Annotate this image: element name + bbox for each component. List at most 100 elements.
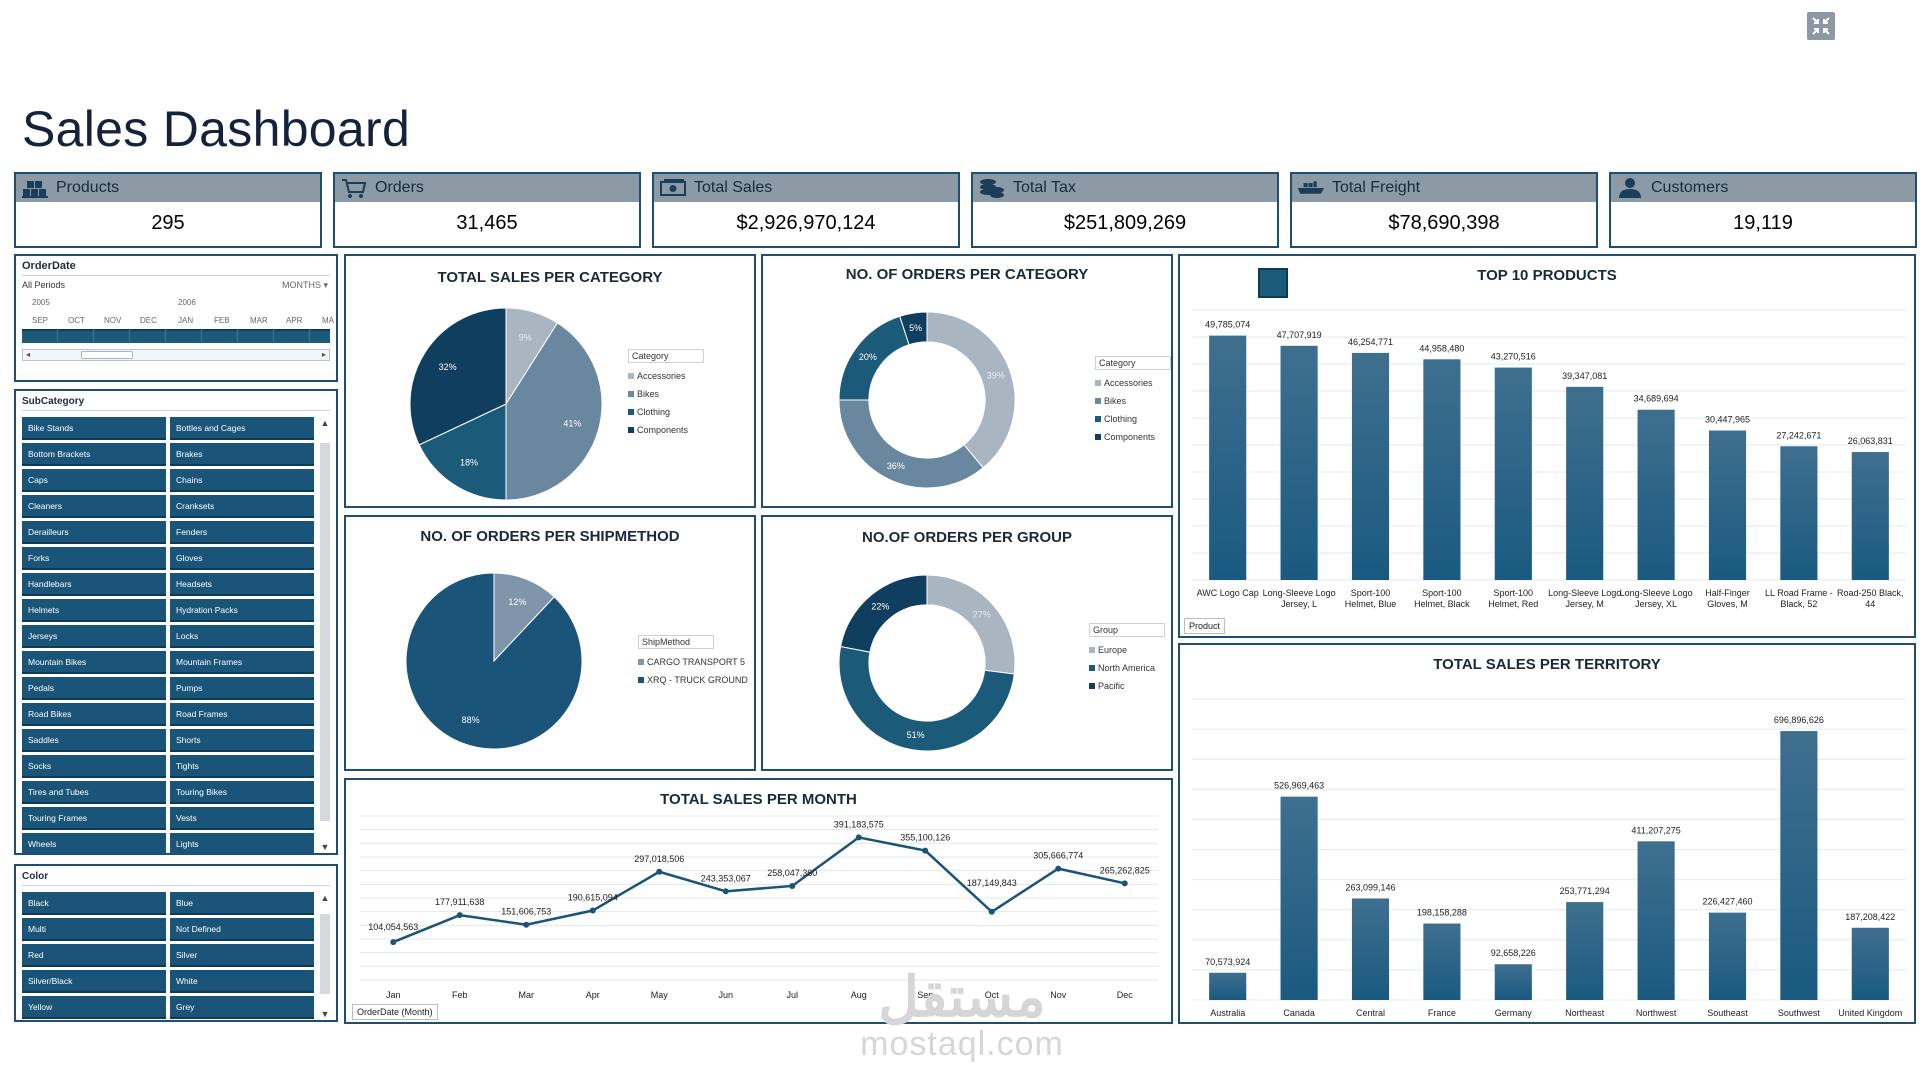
chart-color-swatch: [1258, 268, 1288, 298]
chevron-down-icon[interactable]: ▼: [320, 842, 330, 852]
slicer-item[interactable]: Tires and Tubes: [22, 781, 166, 804]
pie-slice: [505, 322, 603, 501]
field-button-product[interactable]: Product: [1184, 618, 1226, 634]
category-label: Northeast: [1565, 1008, 1605, 1018]
slicer-item[interactable]: Shorts: [170, 729, 314, 752]
data-label: 198,158,288: [1417, 908, 1467, 918]
slicer-item[interactable]: Touring Frames: [22, 807, 166, 830]
subcategory-slicer: SubCategory Bike Stands Bottles and Cages…: [14, 389, 338, 855]
data-label: 92,658,226: [1491, 948, 1536, 958]
slicer-item[interactable]: Silver/Black: [22, 970, 166, 993]
slicer-item[interactable]: Bottles and Cages: [170, 417, 314, 440]
slicer-item[interactable]: Pedals: [22, 677, 166, 700]
slicer-item[interactable]: Blue: [170, 892, 314, 915]
category-label: Southwest: [1778, 1008, 1821, 1018]
slicer-item[interactable]: Lights: [170, 833, 314, 853]
slicer-item[interactable]: Silver: [170, 944, 314, 967]
scroll-track[interactable]: [320, 443, 330, 821]
category-label: Germany: [1495, 1008, 1533, 1018]
slicer-items: Bike Stands Bottles and Cages Bottom Brack…: [22, 417, 314, 853]
slicer-item[interactable]: Forks: [22, 547, 166, 570]
slicer-item[interactable]: Mountain Frames: [170, 651, 314, 674]
slicer-item[interactable]: Jerseys: [22, 625, 166, 648]
category-label: Long-Sleeve Logo: [1620, 588, 1693, 598]
slicer-item[interactable]: Derailleurs: [22, 521, 166, 544]
orderdate-timeline[interactable]: OrderDate All Periods MONTHS ▾ 2005 2006…: [14, 254, 338, 382]
scroll-track[interactable]: [320, 914, 330, 994]
kpi-header: Total Tax: [973, 174, 1277, 202]
slicer-item[interactable]: Helmets: [22, 599, 166, 622]
slicer-items: Black Blue Multi Not Defined Red Silver Silver…: [22, 892, 314, 1019]
timeline-all-periods[interactable]: All Periods: [22, 280, 66, 290]
legend-label: Bikes: [1104, 396, 1127, 406]
timeline-month[interactable]: DEC: [140, 316, 157, 325]
chevron-down-icon[interactable]: ▼: [320, 1009, 330, 1019]
slicer-item[interactable]: Pumps: [170, 677, 314, 700]
slicer-item[interactable]: Red: [22, 944, 166, 967]
slicer-item[interactable]: Chains: [170, 469, 314, 492]
category-label: Australia: [1210, 1008, 1245, 1018]
scroll-thumb[interactable]: [81, 351, 133, 359]
slicer-item[interactable]: Cranksets: [170, 495, 314, 518]
slicer-item[interactable]: Cleaners: [22, 495, 166, 518]
slicer-item[interactable]: Tights: [170, 755, 314, 778]
chevron-left-icon[interactable]: ◂: [25, 350, 30, 359]
slicer-item[interactable]: Bike Stands: [22, 417, 166, 440]
slicer-item[interactable]: Brakes: [170, 443, 314, 466]
legend-item: Components: [1095, 428, 1171, 446]
slicer-item[interactable]: Locks: [170, 625, 314, 648]
timeline-month[interactable]: JAN: [178, 316, 194, 325]
slicer-item[interactable]: Handlebars: [22, 573, 166, 596]
bar: [1209, 972, 1247, 1000]
pie-slice: [418, 403, 507, 501]
timeline-month[interactable]: FEB: [214, 316, 230, 325]
slicer-item[interactable]: Socks: [22, 755, 166, 778]
timeline-scrollbar[interactable]: ◂ ▸: [22, 349, 330, 361]
chevron-up-icon[interactable]: ▲: [320, 893, 330, 903]
timeline-month[interactable]: MA: [322, 316, 334, 325]
slicer-item[interactable]: Bottom Brackets: [22, 443, 166, 466]
slicer-item[interactable]: Saddles: [22, 729, 166, 752]
chart-title: TOTAL SALES PER TERRITORY: [1433, 656, 1661, 673]
data-point: [922, 847, 929, 854]
slicer-item[interactable]: Hydration Packs: [170, 599, 314, 622]
slicer-scrollbar[interactable]: ▲ ▼: [318, 892, 332, 1020]
slicer-item[interactable]: Grey: [170, 996, 314, 1019]
legend-swatch: [628, 373, 634, 379]
field-button-orderdate[interactable]: OrderDate (Month): [352, 1004, 438, 1020]
slicer-item[interactable]: White: [170, 970, 314, 993]
chevron-right-icon[interactable]: ▸: [321, 350, 326, 359]
chart-orders-per-shipmethod: NO. OF ORDERS PER SHIPMETHOD 12% 88% Ship…: [344, 515, 756, 771]
legend-item: Clothing: [1095, 410, 1171, 428]
data-label: 243,353,067: [701, 873, 751, 883]
slicer-item[interactable]: Mountain Bikes: [22, 651, 166, 674]
timeline-month[interactable]: OCT: [68, 316, 85, 325]
slicer-item[interactable]: Road Bikes: [22, 703, 166, 726]
slicer-item[interactable]: Not Defined: [170, 918, 314, 941]
legend-swatch: [628, 409, 634, 415]
slicer-item[interactable]: Headsets: [170, 573, 314, 596]
data-label: 391,183,575: [834, 819, 884, 829]
slicer-item[interactable]: Gloves: [170, 547, 314, 570]
timeline-month[interactable]: NOV: [104, 316, 122, 325]
slicer-item[interactable]: Multi: [22, 918, 166, 941]
slicer-item[interactable]: Road Frames: [170, 703, 314, 726]
timeline-unit-dropdown[interactable]: MONTHS ▾: [282, 280, 328, 291]
slicer-item[interactable]: Caps: [22, 469, 166, 492]
timeline-month[interactable]: APR: [286, 316, 303, 325]
slicer-item[interactable]: Wheels: [22, 833, 166, 853]
timeline-month[interactable]: SEP: [32, 316, 49, 325]
slicer-item[interactable]: Yellow: [22, 996, 166, 1019]
timeline-month[interactable]: MAR: [250, 316, 268, 325]
slice-label: 88%: [462, 715, 480, 725]
data-label: 27,242,671: [1776, 430, 1821, 440]
slicer-item[interactable]: Touring Bikes: [170, 781, 314, 804]
series-line: [392, 836, 1126, 944]
slicer-scrollbar[interactable]: ▲ ▼: [318, 417, 332, 853]
minimize-icon[interactable]: [1807, 12, 1835, 40]
slicer-item[interactable]: Black: [22, 892, 166, 915]
slicer-item[interactable]: Fenders: [170, 521, 314, 544]
legend-label: Clothing: [637, 407, 671, 417]
chevron-up-icon[interactable]: ▲: [320, 418, 330, 428]
slicer-item[interactable]: Vests: [170, 807, 314, 830]
